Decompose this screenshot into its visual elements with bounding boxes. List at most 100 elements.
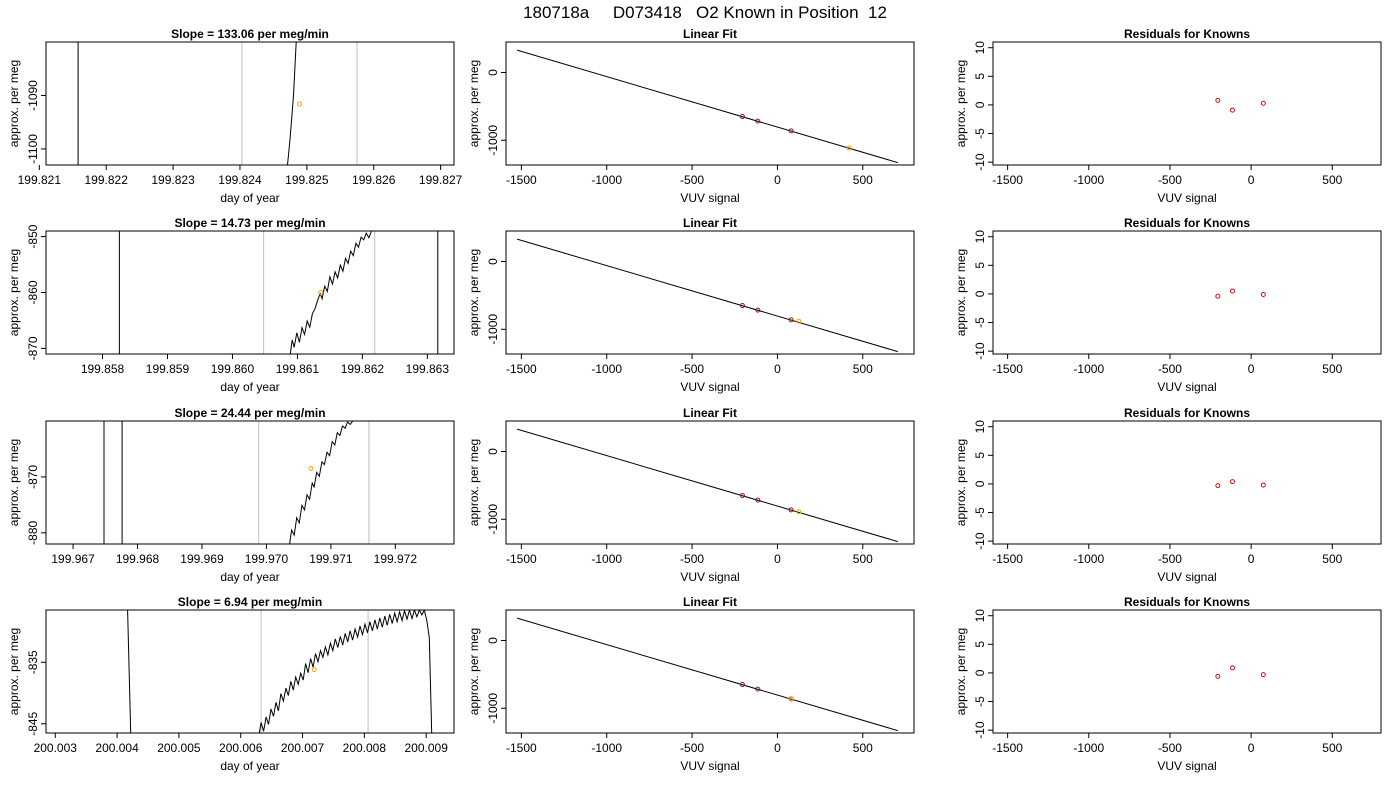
panel-title: Slope = 14.73 per meg/min — [174, 216, 325, 230]
known-point — [739, 493, 745, 499]
x-tick-label: -1000 — [1073, 362, 1104, 376]
x-axis-label: VUV signal — [680, 380, 739, 394]
panel-title: Slope = 24.44 per meg/min — [174, 406, 325, 420]
panel-1-1: 199.821 199.822 199.823 199.824 199.825 199.8… — [7, 27, 463, 205]
signal-trace — [118, 231, 372, 354]
fit-line — [516, 238, 898, 353]
y-tick-label: -10 — [973, 342, 987, 360]
panel-3-2: -1500 -1000 -500 0 500 -1000 0 Linear Fit VUV si… — [467, 406, 915, 584]
x-tick-label: 500 — [853, 552, 873, 566]
plot-frame — [45, 420, 455, 545]
residual-point — [1229, 288, 1235, 294]
x-tick-label: 199.824 — [218, 173, 262, 187]
y-tick-label: 10 — [973, 420, 987, 434]
y-tick-label: 0 — [486, 637, 500, 644]
y-tick-label: 5 — [973, 73, 987, 80]
residual-point — [1215, 673, 1221, 679]
y-tick-label: -860 — [26, 280, 40, 304]
x-tick-label: 199.969 — [180, 552, 224, 566]
unknown-point — [788, 696, 794, 702]
residual-point — [1215, 293, 1221, 299]
sample-point — [308, 466, 314, 472]
panel-2-3: -1500 -1000 -500 0 500 -10 -5 0 5 10 Residuals for… — [954, 216, 1382, 394]
x-axis-label: VUV signal — [1157, 380, 1216, 394]
x-tick-label: -500 — [1158, 741, 1182, 755]
x-tick-label: -500 — [680, 741, 704, 755]
x-tick-label: 500 — [1322, 552, 1342, 566]
x-tick-label: -1000 — [591, 552, 622, 566]
x-tick-label: 500 — [1322, 741, 1342, 755]
y-tick-label: 10 — [973, 609, 987, 623]
x-tick-label: -1500 — [992, 173, 1023, 187]
plot-area — [516, 238, 898, 353]
y-tick-label: -850 — [26, 224, 40, 248]
x-tick-label: 199.861 — [276, 362, 320, 376]
y-tick-label: -5 — [973, 696, 987, 707]
x-tick-label: 199.860 — [211, 362, 255, 376]
x-tick-label: 199.971 — [309, 552, 353, 566]
y-tick-label: -10 — [973, 721, 987, 739]
plot-area — [516, 428, 898, 543]
x-tick-label: -1500 — [506, 173, 537, 187]
x-tick-label: -1000 — [1073, 741, 1104, 755]
y-tick-label: 5 — [973, 452, 987, 459]
y-tick-label: 0 — [973, 290, 987, 297]
panel-title: Linear Fit — [683, 595, 737, 609]
plot-area — [118, 231, 439, 354]
y-tick-label: -1000 — [486, 314, 500, 345]
x-tick-label: 199.822 — [85, 173, 129, 187]
x-axis-label: day of year — [220, 570, 279, 584]
x-tick-label: 0 — [774, 362, 781, 376]
plot-frame — [992, 230, 1382, 355]
panel-1-2: -1500 -1000 -500 0 500 -1000 0 Linear Fit VUV si… — [467, 27, 915, 205]
panel-title: Linear Fit — [683, 27, 737, 41]
known-point — [739, 682, 745, 688]
plot-area — [103, 421, 370, 544]
residual-point — [1260, 672, 1266, 678]
x-tick-label: -1500 — [506, 362, 537, 376]
y-tick-label: 5 — [973, 641, 987, 648]
plot-frame — [505, 420, 915, 545]
panel-title: Linear Fit — [683, 406, 737, 420]
x-tick-label: 0 — [774, 741, 781, 755]
y-tick-label: 0 — [486, 448, 500, 455]
y-tick-label: -845 — [26, 711, 40, 735]
panel-2-2: -1500 -1000 -500 0 500 -1000 0 Linear Fit VUV si… — [467, 216, 915, 394]
plot-area — [1215, 288, 1266, 299]
residual-point — [1215, 97, 1221, 103]
figure-title: 180718a D073418 O2 Known in Position 12 — [523, 3, 887, 22]
plot-frame — [45, 230, 455, 355]
y-axis-label: approx. per meg — [954, 249, 968, 336]
x-axis-label: day of year — [220, 191, 279, 205]
known-point — [755, 307, 761, 313]
panel-title: Residuals for Knowns — [1124, 406, 1250, 420]
x-tick-label: 199.968 — [116, 552, 160, 566]
signal-trace — [103, 421, 354, 544]
y-tick-label: -1000 — [486, 693, 500, 724]
unknown-point — [846, 145, 852, 151]
y-axis-label: approx. per meg — [954, 439, 968, 526]
x-tick-label: -500 — [1158, 173, 1182, 187]
x-tick-label: 199.821 — [18, 173, 62, 187]
panel-2-1: 199.858 199.859 199.860 199.861 199.862 199.8… — [7, 216, 455, 394]
x-tick-label: 200.009 — [404, 741, 448, 755]
x-tick-label: -1500 — [992, 362, 1023, 376]
plot-area — [1215, 479, 1266, 489]
x-tick-label: 200.004 — [95, 741, 139, 755]
panel-title: Slope = 6.94 per meg/min — [178, 595, 322, 609]
x-tick-label: -1000 — [591, 173, 622, 187]
x-tick-label: 500 — [1322, 362, 1342, 376]
known-point — [755, 118, 761, 124]
y-tick-label: -880 — [26, 520, 40, 544]
known-point — [788, 507, 794, 513]
plot-frame — [45, 41, 455, 166]
residual-point — [1260, 100, 1266, 106]
known-point — [739, 114, 745, 120]
unknown-point — [796, 509, 802, 515]
panel-4-2: -1500 -1000 -500 0 500 -1000 0 Linear Fit VUV si… — [467, 595, 915, 773]
known-point — [788, 128, 794, 134]
x-axis-label: day of year — [220, 759, 279, 773]
x-axis-label: VUV signal — [680, 191, 739, 205]
panel-title: Residuals for Knowns — [1124, 27, 1250, 41]
unknown-point — [796, 318, 802, 324]
